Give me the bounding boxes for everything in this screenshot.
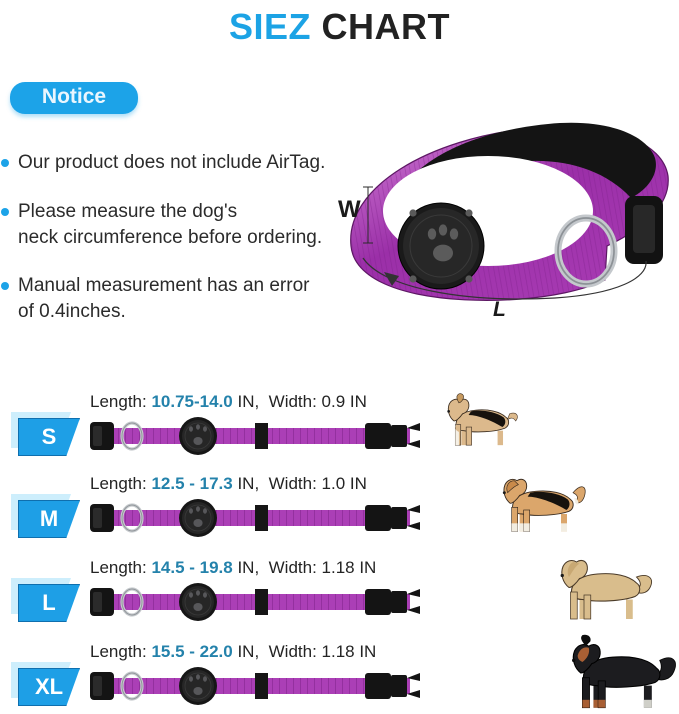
svg-text:W: W [338, 196, 361, 223]
svg-text:L: L [493, 298, 506, 321]
